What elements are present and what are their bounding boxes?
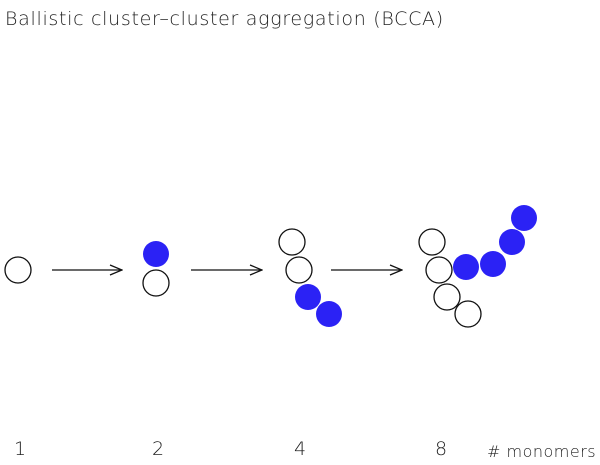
diagram-title: Ballistic cluster–cluster aggregation (B… (5, 8, 444, 30)
cluster-stage-2 (142, 241, 170, 297)
monomer-filled (499, 229, 525, 255)
count-label-8: 8 (434, 438, 448, 460)
monomer-outline (425, 256, 453, 284)
monomer-filled (480, 251, 506, 277)
cluster-stage-4 (278, 228, 342, 327)
monomer-outline (278, 228, 306, 256)
monomer-outline (418, 228, 446, 256)
count-label-2: 2 (151, 438, 165, 460)
monomer-filled (295, 284, 321, 310)
monomer-filled (453, 254, 479, 280)
monomer-outline (454, 300, 482, 328)
monomer-count-unit-label: # monomers (487, 442, 597, 461)
monomer-outline (433, 283, 461, 311)
count-label-1: 1 (13, 438, 27, 460)
monomer-filled (316, 301, 342, 327)
monomer-outline (285, 256, 313, 284)
monomer-outline (142, 269, 170, 297)
count-label-4: 4 (293, 438, 307, 460)
cluster-stage-8 (418, 205, 537, 328)
cluster-stage-1 (4, 256, 32, 284)
monomer-filled (143, 241, 169, 267)
monomer-filled (511, 205, 537, 231)
monomer-outline (4, 256, 32, 284)
